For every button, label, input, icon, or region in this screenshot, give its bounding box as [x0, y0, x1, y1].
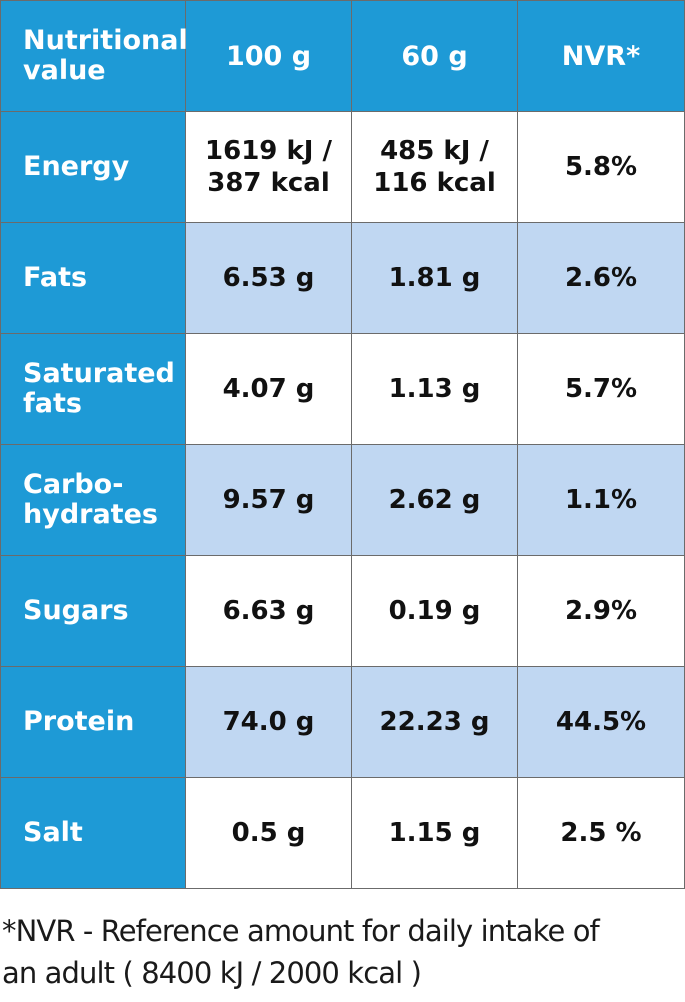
footnote-line-1: *NVR - Reference amount for daily intake… — [2, 914, 600, 948]
row-label: Salt — [0, 777, 186, 889]
value-100g: 1619 kJ / 387 kcal — [185, 111, 352, 223]
value-nvr: 2.6% — [517, 222, 685, 334]
value-nvr: 44.5% — [517, 666, 685, 778]
table-row: Carbo-hydrates 9.57 g 2.62 g 1.1% — [0, 444, 685, 556]
row-label: Saturated fats — [0, 333, 186, 445]
value-100g: 74.0 g — [185, 666, 352, 778]
header-nvr: NVR* — [517, 0, 685, 112]
row-label: Energy — [0, 111, 186, 223]
header-nutritional-value: Nutritional value — [0, 0, 188, 112]
table-row: Energy 1619 kJ / 387 kcal 485 kJ / 116 k… — [0, 111, 685, 223]
header-100g: 100 g — [185, 0, 352, 112]
footnote-line-2: an adult ( 8400 kJ / 2000 kcal ) — [2, 956, 422, 990]
value-nvr: 5.7% — [517, 333, 685, 445]
value-60g: 0.19 g — [351, 555, 518, 667]
value-60g: 1.15 g — [351, 777, 518, 889]
value-100g: 9.57 g — [185, 444, 352, 556]
table-row: Fats 6.53 g 1.81 g 2.6% — [0, 222, 685, 334]
value-100g: 0.5 g — [185, 777, 352, 889]
footnote: *NVR - Reference amount for daily intake… — [2, 910, 685, 994]
table-header-row: Nutritional value 100 g 60 g NVR* — [0, 0, 685, 112]
value-60g: 22.23 g — [351, 666, 518, 778]
value-nvr: 5.8% — [517, 111, 685, 223]
value-60g: 1.81 g — [351, 222, 518, 334]
row-label: Sugars — [0, 555, 186, 667]
value-100g: 6.63 g — [185, 555, 352, 667]
value-60g: 2.62 g — [351, 444, 518, 556]
nutrition-table: Nutritional value 100 g 60 g NVR* Energy… — [0, 0, 685, 889]
value-60g: 1.13 g — [351, 333, 518, 445]
table-row: Saturated fats 4.07 g 1.13 g 5.7% — [0, 333, 685, 445]
header-60g: 60 g — [351, 0, 518, 112]
value-nvr: 2.9% — [517, 555, 685, 667]
value-60g: 485 kJ / 116 kcal — [351, 111, 518, 223]
table-row: Sugars 6.63 g 0.19 g 2.9% — [0, 555, 685, 667]
value-nvr: 1.1% — [517, 444, 685, 556]
row-label: Fats — [0, 222, 186, 334]
table-row: Protein 74.0 g 22.23 g 44.5% — [0, 666, 685, 778]
value-100g: 4.07 g — [185, 333, 352, 445]
table-row: Salt 0.5 g 1.15 g 2.5 % — [0, 777, 685, 889]
value-nvr: 2.5 % — [517, 777, 685, 889]
row-label: Protein — [0, 666, 186, 778]
value-100g: 6.53 g — [185, 222, 352, 334]
row-label: Carbo-hydrates — [0, 444, 186, 556]
